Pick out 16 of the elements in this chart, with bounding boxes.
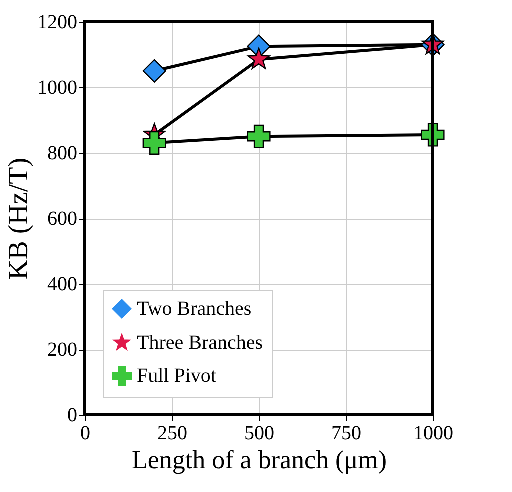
y-tick-label: 0 [68, 404, 78, 426]
y-axis-title: KB (Hz/T) [4, 158, 34, 280]
y-tick-label: 600 [48, 208, 78, 230]
x-tick-label: 750 [332, 422, 362, 444]
x-tick-label: 500 [244, 422, 274, 444]
y-tick-label: 400 [48, 274, 78, 296]
x-tick-label: 1000 [414, 422, 454, 444]
legend-label: Two Branches [137, 298, 252, 320]
x-axis-title: Length of a branch (μm) [132, 446, 388, 474]
legend-label: Full Pivot [137, 365, 217, 387]
x-tick-label: 250 [158, 422, 188, 444]
y-tick-label: 1000 [38, 77, 78, 99]
y-tick-label: 200 [48, 339, 78, 361]
y-tick-label: 800 [48, 142, 78, 164]
legend-label: Three Branches [137, 332, 264, 354]
y-tick-label: 1200 [38, 12, 78, 34]
